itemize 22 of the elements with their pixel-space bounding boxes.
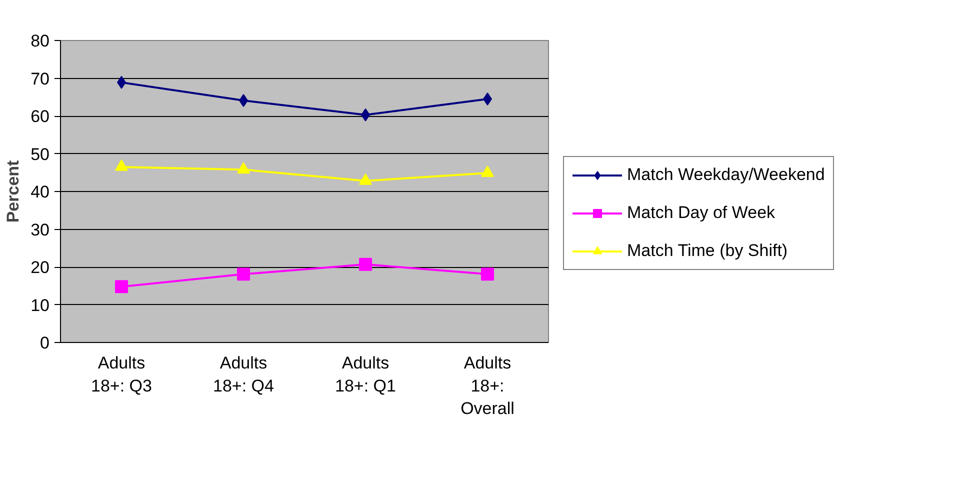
point bbox=[481, 268, 494, 281]
y-tick-label: 70 bbox=[30, 69, 50, 88]
y-tick-label: 30 bbox=[30, 220, 50, 240]
point bbox=[237, 162, 250, 174]
legend-label: Match Time (by Shift) bbox=[627, 241, 788, 261]
x-tick-label: Adults 18+: Overall bbox=[460, 354, 514, 418]
legend-label: Match Weekday/Weekend bbox=[627, 165, 825, 185]
y-axis-title: Percent bbox=[4, 160, 23, 223]
y-tick-label: 10 bbox=[30, 296, 50, 315]
point bbox=[359, 258, 372, 271]
y-tick-label: 60 bbox=[30, 107, 50, 126]
legend-label: Match Day of Week bbox=[627, 203, 776, 223]
point bbox=[115, 280, 128, 294]
y-tick-label: 80 bbox=[30, 32, 50, 50]
y-tick-label: 40 bbox=[30, 182, 50, 202]
y-tick-label: 0 bbox=[40, 334, 50, 352]
y-tick-label: 20 bbox=[30, 258, 50, 277]
y-tick-label: 50 bbox=[30, 144, 50, 164]
x-tick-label: Adults 18+: Q1 bbox=[335, 354, 396, 396]
point bbox=[237, 268, 250, 281]
x-tick-label: Adults 18+: Q4 bbox=[213, 354, 274, 396]
x-tick-label: Adults 18+: Q3 bbox=[91, 354, 152, 396]
